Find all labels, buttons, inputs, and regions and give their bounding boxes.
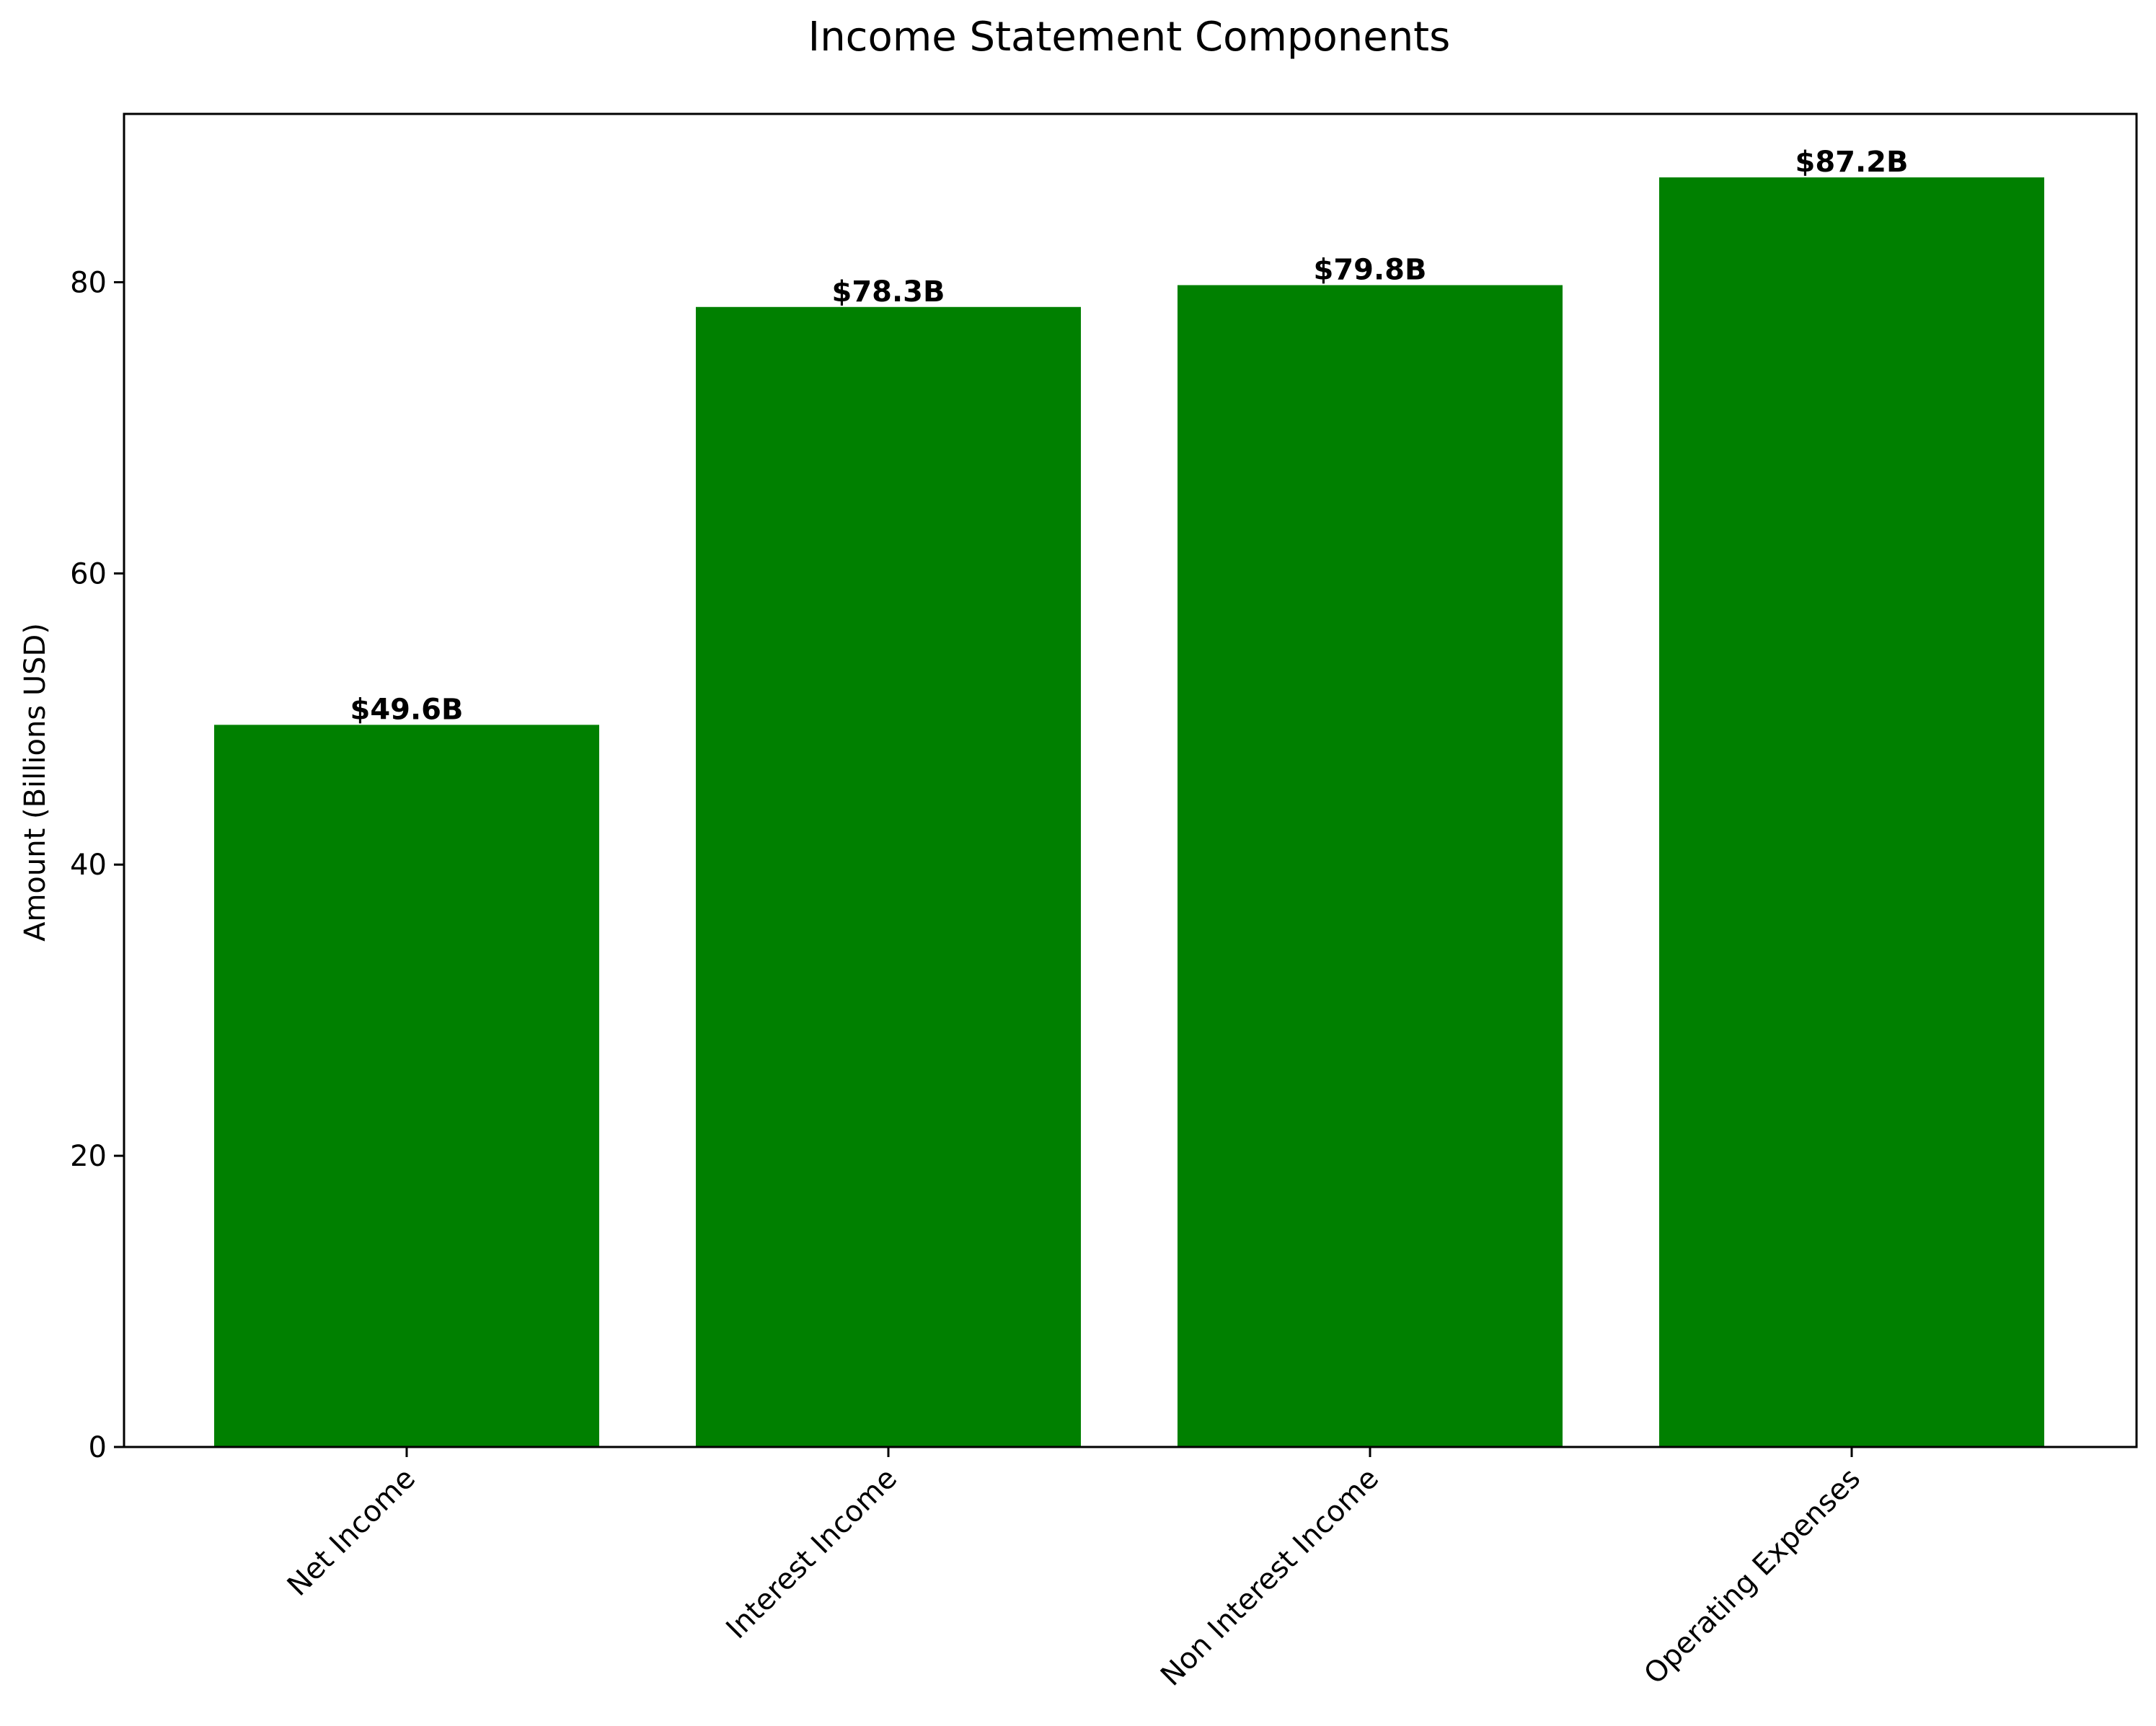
y-tick-label: 60 (70, 557, 107, 590)
bar-value-label: $49.6B (350, 693, 463, 726)
plot-frame (123, 112, 2138, 1448)
bar-value-label: $79.8B (1313, 253, 1426, 286)
bar (696, 306, 1081, 1448)
y-tick-label: 80 (70, 266, 107, 299)
y-axis-label: Amount (Billions USD) (19, 623, 52, 942)
bar (214, 725, 599, 1447)
bars-layer (214, 177, 2044, 1448)
y-tick-label: 40 (70, 849, 107, 882)
bar (1659, 177, 2044, 1448)
y-axis-ticks: 0 20 40 60 80 (70, 266, 124, 1464)
bar-value-label: $78.3B (831, 275, 945, 309)
bar (1178, 285, 1563, 1448)
bar-value-label: $87.2B (1795, 146, 1908, 179)
chart-title: Income Statement Components (808, 14, 1451, 61)
bar-labels-layer: $49.6B $78.3B $79.8B $87.2B (350, 146, 1908, 726)
y-tick-label: 0 (89, 1431, 107, 1464)
y-tick-label: 20 (70, 1140, 107, 1173)
